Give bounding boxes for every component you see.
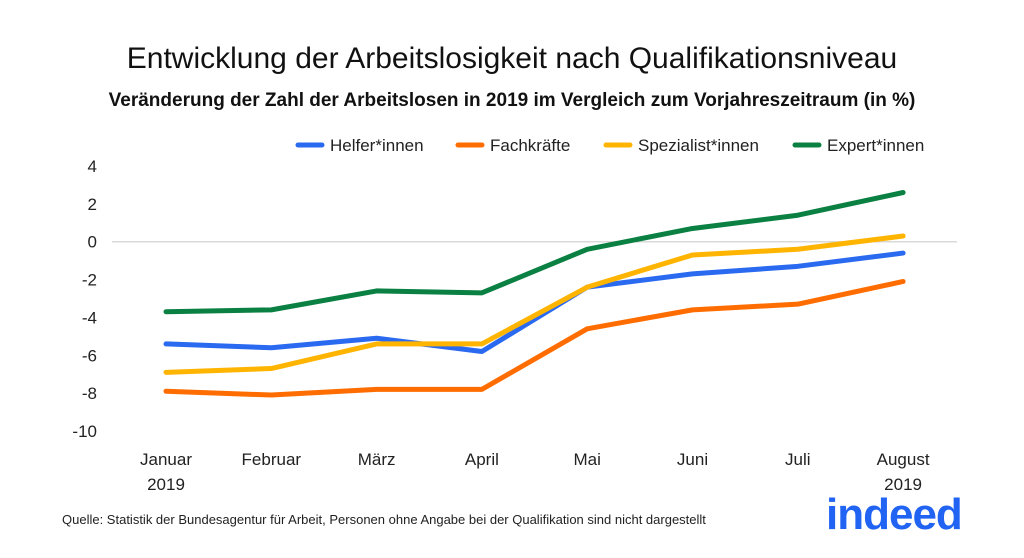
x-tick-label: Mai	[573, 450, 600, 469]
legend-label: Helfer*innen	[330, 136, 424, 155]
y-tick-label: -8	[82, 384, 97, 403]
x-tick-label: Februar	[242, 450, 302, 469]
y-tick-label: 0	[88, 233, 97, 252]
x-tick-label: 2019	[147, 475, 185, 494]
legend-label: Fachkräfte	[490, 136, 570, 155]
x-tick-label: Juni	[677, 450, 708, 469]
legend-label: Spezialist*innen	[638, 136, 759, 155]
series-line-1	[163, 278, 906, 398]
y-tick-label: -2	[82, 271, 97, 290]
series-line-0	[163, 250, 906, 354]
x-tick-label: Januar	[140, 450, 192, 469]
indeed-logo: indeed	[826, 490, 963, 539]
y-tick-label: -10	[72, 422, 97, 441]
x-tick-label: Juli	[785, 450, 811, 469]
x-tick-label: April	[465, 450, 499, 469]
y-tick-label: -4	[82, 308, 97, 327]
series-line-3	[163, 190, 906, 315]
y-tick-label: 4	[88, 157, 97, 176]
x-tick-label: März	[358, 450, 396, 469]
legend-label: Expert*innen	[827, 136, 924, 155]
chart-subtitle: Veränderung der Zahl der Arbeitslosen in…	[108, 90, 916, 111]
chart-title: Entwicklung der Arbeitslosigkeit nach Qu…	[126, 42, 898, 75]
source-note: Quelle: Statistik der Bundesagentur für …	[62, 512, 706, 527]
y-tick-label: -6	[82, 346, 97, 365]
x-tick-label: August	[877, 450, 930, 469]
series-line-2	[163, 233, 906, 375]
y-tick-label: 2	[88, 195, 97, 214]
x-tick-label: 2019	[884, 475, 922, 494]
